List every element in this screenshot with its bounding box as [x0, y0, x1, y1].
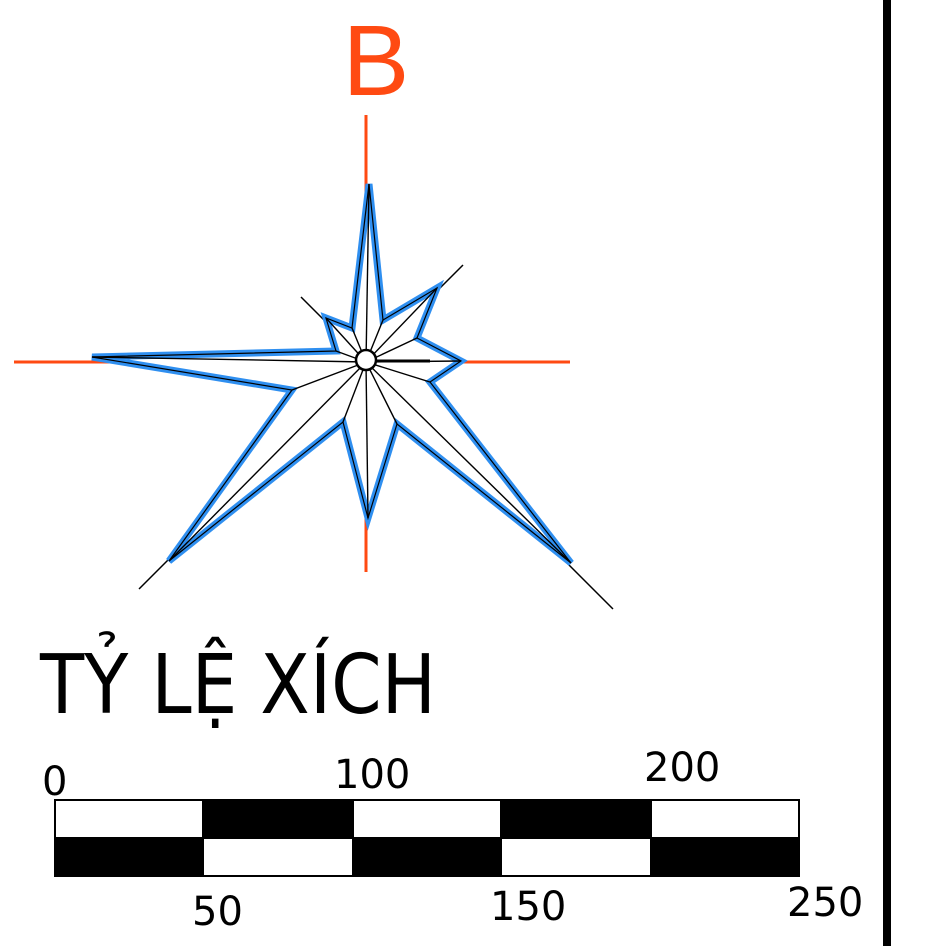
- scale-label-top-0: 0: [42, 759, 67, 805]
- scale-label-bottom-250: 250: [787, 880, 863, 926]
- scale-segment: [54, 799, 204, 839]
- north-label: B: [343, 5, 410, 117]
- compass-rose: [14, 115, 614, 610]
- scale-segment: [650, 837, 800, 877]
- scale-bar: [54, 799, 800, 877]
- scale-segment: [202, 837, 354, 877]
- frame-right-border: [883, 0, 891, 946]
- scale-segment: [202, 799, 354, 839]
- scale-segment: [500, 799, 652, 839]
- scale-label-bottom-150: 150: [490, 884, 566, 930]
- scale-segment: [500, 837, 652, 877]
- scale-segment: [352, 799, 502, 839]
- scale-segment: [650, 799, 800, 839]
- scale-title: TỶ LỆ XÍCH: [39, 631, 436, 733]
- scale-label-top-100: 100: [334, 752, 410, 798]
- compass-center: [354, 348, 378, 372]
- scale-segment: [352, 837, 502, 877]
- scale-label-top-200: 200: [644, 745, 720, 791]
- scale-segment: [54, 837, 204, 877]
- scale-label-bottom-50: 50: [192, 889, 243, 935]
